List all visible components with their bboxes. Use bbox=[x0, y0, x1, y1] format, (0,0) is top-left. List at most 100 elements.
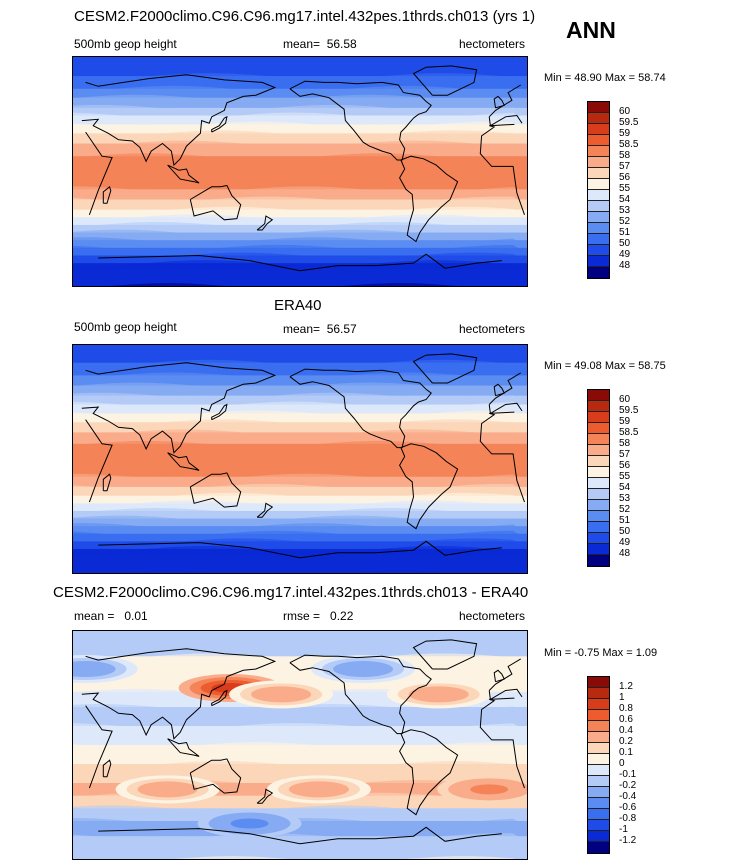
band-edge bbox=[73, 237, 527, 247]
band-edge bbox=[73, 283, 459, 286]
colorbar-box bbox=[588, 765, 609, 776]
panel-2-mean-label: mean= bbox=[283, 322, 321, 336]
band-edge bbox=[73, 221, 527, 231]
coastline bbox=[256, 788, 274, 804]
colorbar-box bbox=[588, 146, 609, 157]
band-edge bbox=[73, 186, 527, 196]
zonal-band bbox=[73, 57, 527, 77]
colorbar-box bbox=[588, 390, 609, 401]
band-edge bbox=[73, 410, 527, 420]
colorbar-tick-label: 56 bbox=[619, 460, 631, 471]
anomaly-contour bbox=[148, 784, 187, 795]
coastline bbox=[493, 95, 506, 109]
band-edge bbox=[73, 401, 527, 411]
colorbar-tick-label: 57 bbox=[619, 449, 631, 460]
coastline bbox=[493, 383, 506, 397]
panel-3-map bbox=[72, 630, 528, 860]
coastline bbox=[412, 65, 478, 96]
coastline bbox=[102, 473, 112, 492]
colorbar-tick-label: 0.6 bbox=[619, 714, 633, 725]
panel-3-map-svg bbox=[73, 631, 527, 859]
band-edge bbox=[73, 94, 527, 104]
panel-3-title: CESM2.F2000climo.C96.C96.mg17.intel.432p… bbox=[53, 584, 529, 601]
panel-3-mean-value: 0.01 bbox=[124, 609, 148, 623]
band-edge bbox=[73, 704, 527, 713]
panel-2-minmax: Min = 49.08 Max = 58.75 bbox=[544, 360, 666, 372]
band-edge bbox=[73, 523, 527, 533]
panel-2-units: hectometers bbox=[459, 322, 526, 336]
coastline bbox=[85, 697, 525, 789]
colorbar-tick-label: 54 bbox=[619, 194, 631, 205]
panel-3-mean: mean = 0.01 bbox=[74, 609, 148, 623]
colorbar-box bbox=[588, 743, 609, 754]
coastline bbox=[289, 80, 432, 161]
anomaly-contour bbox=[344, 664, 383, 674]
colorbar-box bbox=[588, 190, 609, 201]
coastline bbox=[81, 648, 523, 740]
band-edge bbox=[73, 85, 527, 95]
anomaly-contour bbox=[262, 689, 301, 700]
colorbar-box bbox=[588, 688, 609, 699]
panel-3-rmse-value: 0.22 bbox=[330, 609, 354, 623]
colorbar-box bbox=[588, 113, 609, 124]
colorbar-box bbox=[588, 500, 609, 511]
panel-1-mean-value: 56.58 bbox=[326, 37, 357, 51]
band-edge bbox=[73, 856, 515, 859]
band-edge bbox=[73, 196, 527, 206]
panel-1-units: hectometers bbox=[459, 37, 526, 51]
band-edge bbox=[73, 483, 527, 493]
colorbar-box bbox=[588, 124, 609, 135]
panel-2-map bbox=[72, 344, 528, 574]
band-edge bbox=[73, 244, 527, 254]
colorbar-box bbox=[588, 732, 609, 743]
colorbar-tick-label: 60 bbox=[619, 394, 631, 405]
coastline bbox=[399, 443, 459, 530]
colorbar-box bbox=[588, 234, 609, 245]
band-edge bbox=[73, 206, 527, 216]
colorbar-box bbox=[588, 511, 609, 522]
colorbar-tick-label: 52 bbox=[619, 504, 631, 515]
coastline bbox=[189, 184, 242, 221]
colorbar-box bbox=[588, 201, 609, 212]
coastline bbox=[167, 738, 200, 757]
band-edge bbox=[73, 252, 527, 262]
band-edge bbox=[73, 130, 527, 140]
band-edge bbox=[73, 761, 527, 770]
colorbar-box bbox=[588, 842, 609, 853]
coastline bbox=[211, 115, 228, 133]
band-edge bbox=[73, 153, 527, 163]
colorbar-box bbox=[588, 677, 609, 688]
band-edge bbox=[73, 545, 527, 555]
colorbar-box bbox=[588, 267, 609, 278]
coastline bbox=[493, 669, 506, 683]
coastline bbox=[189, 758, 242, 794]
panel-3-rmse: rmse = 0.22 bbox=[283, 609, 353, 623]
band-edge bbox=[73, 653, 527, 663]
band-edge bbox=[73, 392, 527, 402]
coastline bbox=[399, 729, 459, 816]
panel-2-mean-value: 56.57 bbox=[326, 322, 357, 336]
colorbar-tick-label: 59 bbox=[619, 128, 631, 139]
colorbar-tick-label: 1.2 bbox=[619, 681, 633, 692]
coastline bbox=[85, 411, 525, 503]
band-edge bbox=[73, 440, 527, 450]
panel-2-field-label: 500mb geop height bbox=[74, 320, 177, 334]
colorbar-tick-label: 51 bbox=[619, 515, 631, 526]
coastline bbox=[289, 654, 432, 735]
band-edge bbox=[73, 570, 459, 573]
band-edge bbox=[73, 214, 527, 224]
panel-2-title: ERA40 bbox=[274, 297, 322, 314]
coastline bbox=[289, 368, 432, 449]
band-edge bbox=[73, 372, 527, 382]
coastline bbox=[211, 403, 228, 421]
panel-3-units: hectometers bbox=[459, 609, 526, 623]
band-edge bbox=[73, 500, 527, 510]
colorbar-box bbox=[588, 245, 609, 256]
band-edge bbox=[73, 112, 527, 122]
colorbar-tick-label: 0.8 bbox=[619, 703, 633, 714]
band-edge bbox=[73, 530, 527, 540]
colorbar-tick-label: -1 bbox=[619, 824, 628, 835]
coastline bbox=[85, 123, 525, 215]
panel-3-minmax: Min = -0.75 Max = 1.09 bbox=[544, 647, 658, 659]
coastline bbox=[211, 689, 228, 707]
